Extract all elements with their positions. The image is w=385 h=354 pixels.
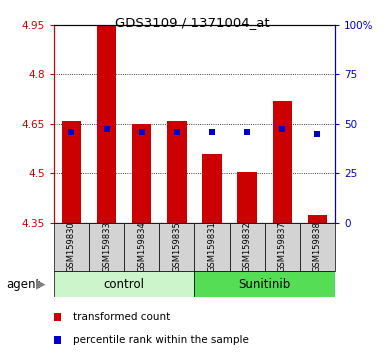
Text: agent: agent bbox=[6, 279, 40, 291]
Bar bbox=[238, 172, 257, 223]
Bar bbox=[264, 223, 300, 271]
Text: GSM159832: GSM159832 bbox=[243, 222, 252, 272]
Text: GSM159837: GSM159837 bbox=[278, 222, 287, 272]
Bar bbox=[54, 271, 194, 297]
Text: GSM159835: GSM159835 bbox=[172, 222, 181, 272]
Text: GSM159838: GSM159838 bbox=[313, 222, 322, 272]
Text: control: control bbox=[104, 278, 145, 291]
Text: GDS3109 / 1371004_at: GDS3109 / 1371004_at bbox=[115, 16, 270, 29]
Bar bbox=[132, 124, 151, 223]
Bar bbox=[194, 271, 335, 297]
Bar bbox=[89, 223, 124, 271]
Bar bbox=[167, 121, 186, 223]
Bar bbox=[97, 25, 116, 223]
Bar bbox=[300, 223, 335, 271]
Text: GSM159831: GSM159831 bbox=[208, 222, 216, 272]
Bar bbox=[124, 223, 159, 271]
Bar bbox=[194, 223, 229, 271]
Bar bbox=[273, 101, 292, 223]
Bar bbox=[54, 223, 89, 271]
Text: GSM159833: GSM159833 bbox=[102, 222, 111, 272]
Bar bbox=[203, 154, 222, 223]
Bar bbox=[62, 121, 81, 223]
Bar bbox=[159, 223, 194, 271]
Text: Sunitinib: Sunitinib bbox=[239, 278, 291, 291]
Bar bbox=[308, 215, 327, 223]
Bar bbox=[229, 223, 265, 271]
Text: ▶: ▶ bbox=[35, 278, 45, 291]
Text: GSM159834: GSM159834 bbox=[137, 222, 146, 272]
Text: percentile rank within the sample: percentile rank within the sample bbox=[73, 335, 249, 346]
Text: transformed count: transformed count bbox=[73, 312, 170, 322]
Text: GSM159830: GSM159830 bbox=[67, 222, 76, 272]
